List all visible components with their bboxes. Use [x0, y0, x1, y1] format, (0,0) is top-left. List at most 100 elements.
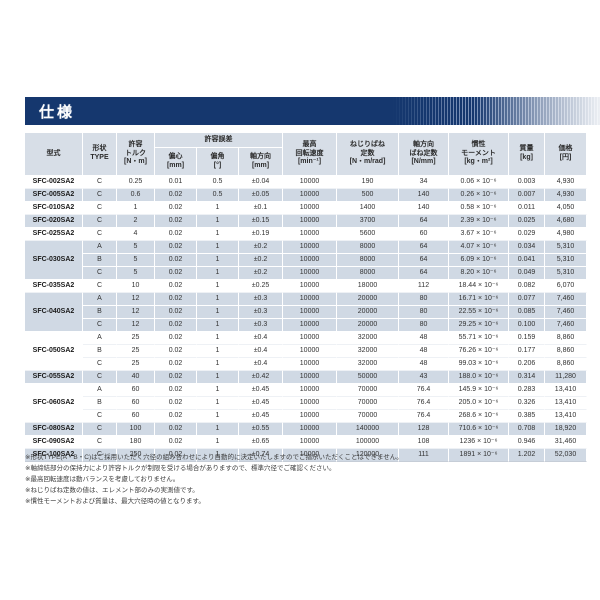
cell-speed: 10000 — [283, 319, 338, 332]
cell-type: B — [83, 306, 117, 319]
cell-torque: 60 — [117, 384, 155, 397]
header-eccentricity: 偏心 [mm] — [155, 148, 197, 176]
cell-ecc: 0.02 — [155, 332, 197, 345]
cell-ecc: 0.02 — [155, 293, 197, 306]
header-axial-spring: 軸方向 ばね定数 [N/mm] — [399, 133, 450, 176]
table-row: SFC-005SA2 C 0.6 0.02 0.5 ±0.05 10000 500 140 0.2… — [25, 189, 588, 202]
cell-price: 8,860 — [545, 358, 588, 371]
table-row: SFC-090SA2 C 180 0.02 1 ±0.65 10000 100000 108 12… — [25, 436, 588, 449]
header-tolerance-group: 許容誤差 — [155, 133, 284, 148]
cell-inertia: 18.44 × 10⁻⁶ — [449, 280, 510, 293]
table-row: C 5 0.02 1 ±0.2 10000 8000 64 8.20 × 10⁻⁶ 0.049 5,… — [25, 267, 588, 280]
cell-axial: ±0.74 — [239, 449, 284, 462]
cell-type: A — [83, 332, 117, 345]
spec-table-body: SFC-002SA2 C 0.25 0.01 0.5 ±0.04 10000 190 34 0.0… — [25, 176, 588, 462]
cell-speed: 10000 — [283, 176, 338, 189]
cell-inertia: 0.26 × 10⁻⁶ — [449, 189, 510, 202]
header-axial: 軸方向 [mm] — [239, 148, 284, 176]
cell-ecc: 0.02 — [155, 241, 197, 254]
cell-mass: 0.708 — [509, 423, 546, 436]
cell-torsion: 5600 — [337, 228, 400, 241]
cell-torsion: 1400 — [337, 202, 400, 215]
cell-axial_spring: 112 — [399, 280, 450, 293]
cell-mass: 0.029 — [509, 228, 546, 241]
cell-torsion: 100000 — [337, 436, 400, 449]
cell-type: C — [83, 267, 117, 280]
cell-axial: ±0.3 — [239, 293, 284, 306]
cell-axial_spring: 111 — [399, 449, 450, 462]
cell-axial_spring: 64 — [399, 241, 450, 254]
cell-torque: 10 — [117, 280, 155, 293]
cell-mass: 0.946 — [509, 436, 546, 449]
cell-torque: 1 — [117, 202, 155, 215]
cell-inertia: 3.67 × 10⁻⁶ — [449, 228, 510, 241]
cell-type: C — [83, 358, 117, 371]
cell-price: 8,860 — [545, 345, 588, 358]
cell-ecc: 0.02 — [155, 358, 197, 371]
cell-torsion: 50000 — [337, 371, 400, 384]
cell-axial: ±0.3 — [239, 319, 284, 332]
cell-axial_spring: 140 — [399, 189, 450, 202]
cell-ang: 1 — [197, 358, 239, 371]
cell-type: A — [83, 384, 117, 397]
cell-axial_spring: 140 — [399, 202, 450, 215]
table-row: B 25 0.02 1 ±0.4 10000 32000 48 76.26 × 10⁻⁶ 0.17… — [25, 345, 588, 358]
cell-speed: 10000 — [283, 371, 338, 384]
footnote: ※慣性モーメントおよび質量は、最大穴径時の値となります。 — [25, 498, 205, 505]
cell-mass: 0.326 — [509, 397, 546, 410]
cell-inertia: 4.07 × 10⁻⁶ — [449, 241, 510, 254]
table-row: SFC-080SA2 C 100 0.02 1 ±0.55 10000 140000 128 71… — [25, 423, 588, 436]
cell-ang: 0.5 — [197, 176, 239, 189]
cell-ang: 1 — [197, 306, 239, 319]
cell-ang: 1 — [197, 345, 239, 358]
cell-price: 5,310 — [545, 254, 588, 267]
cell-ecc: 0.02 — [155, 371, 197, 384]
cell-mass: 0.077 — [509, 293, 546, 306]
cell-price: 8,860 — [545, 332, 588, 345]
cell-ecc: 0.02 — [155, 254, 197, 267]
cell-axial_spring: 80 — [399, 319, 450, 332]
cell-price: 7,460 — [545, 293, 588, 306]
cell-axial_spring: 64 — [399, 215, 450, 228]
header-speed: 最高 回転速度 [min⁻¹] — [283, 133, 338, 176]
footnote: ※ねじりばね定数の値は、エレメント部のみの実測値です。 — [25, 487, 199, 494]
cell-torque: 100 — [117, 423, 155, 436]
model-cell: SFC-005SA2 — [25, 189, 83, 202]
cell-axial: ±0.55 — [239, 423, 284, 436]
cell-axial: ±0.1 — [239, 202, 284, 215]
cell-type: C — [83, 371, 117, 384]
cell-inertia: 145.9 × 10⁻⁶ — [449, 384, 510, 397]
cell-price: 5,310 — [545, 241, 588, 254]
cell-speed: 10000 — [283, 345, 338, 358]
cell-axial: ±0.05 — [239, 189, 284, 202]
cell-ang: 1 — [197, 215, 239, 228]
cell-inertia: 710.6 × 10⁻⁶ — [449, 423, 510, 436]
cell-mass: 0.177 — [509, 345, 546, 358]
cell-ecc: 0.02 — [155, 189, 197, 202]
cell-mass: 1.202 — [509, 449, 546, 462]
cell-ang: 1 — [197, 267, 239, 280]
cell-inertia: 76.26 × 10⁻⁶ — [449, 345, 510, 358]
table-row: SFC-100SA2 C 250 0.02 1 ±0.74 10000 120000 111 18… — [25, 449, 588, 462]
header-price: 価格 [円] — [545, 133, 588, 176]
cell-axial: ±0.19 — [239, 228, 284, 241]
table-row: SFC-035SA2 C 10 0.02 1 ±0.25 10000 18000 112 18.4… — [25, 280, 588, 293]
cell-speed: 10000 — [283, 228, 338, 241]
cell-type: C — [83, 449, 117, 462]
cell-price: 7,460 — [545, 319, 588, 332]
cell-axial_spring: 108 — [399, 436, 450, 449]
cell-torque: 60 — [117, 410, 155, 423]
cell-axial_spring: 34 — [399, 176, 450, 189]
table-row: SFC-050SA2 A 25 0.02 1 ±0.4 10000 32000 48 55.71 … — [25, 332, 588, 371]
cell-price: 11,280 — [545, 371, 588, 384]
cell-torsion: 8000 — [337, 254, 400, 267]
model-cell: SFC-090SA2 — [25, 436, 83, 449]
cell-axial_spring: 76.4 — [399, 384, 450, 397]
cell-ecc: 0.02 — [155, 319, 197, 332]
cell-torque: 12 — [117, 293, 155, 306]
cell-axial: ±0.2 — [239, 241, 284, 254]
cell-price: 52,030 — [545, 449, 588, 462]
cell-axial_spring: 76.4 — [399, 410, 450, 423]
header-torsional-spring: ねじりばね 定数 [N・m/rad] — [337, 133, 400, 176]
cell-ang: 1 — [197, 241, 239, 254]
